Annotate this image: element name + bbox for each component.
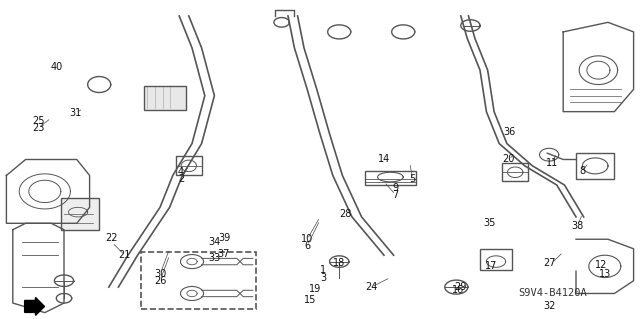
Text: 20: 20 (502, 154, 515, 165)
Text: 30: 30 (154, 269, 166, 279)
Text: 4: 4 (178, 167, 184, 177)
Text: 6: 6 (304, 241, 310, 251)
Text: 22: 22 (106, 233, 118, 243)
Text: 35: 35 (483, 218, 496, 228)
Bar (176, 156, 202, 175)
Text: 15: 15 (304, 295, 317, 305)
Text: 5: 5 (410, 174, 416, 184)
Text: 33: 33 (208, 253, 221, 263)
Text: 17: 17 (485, 261, 498, 271)
Text: 36: 36 (503, 127, 516, 137)
Text: 31: 31 (69, 108, 82, 118)
Bar (576, 153, 614, 179)
Text: 16: 16 (451, 285, 464, 295)
Text: 39: 39 (218, 233, 230, 243)
Text: 24: 24 (365, 282, 378, 292)
Text: 21: 21 (118, 250, 131, 260)
Text: 25: 25 (32, 116, 45, 126)
Text: 34: 34 (208, 237, 221, 248)
Text: 26: 26 (154, 276, 166, 286)
Bar (502, 164, 528, 181)
Text: 18: 18 (333, 258, 346, 268)
Text: 14: 14 (378, 154, 390, 165)
Text: 9: 9 (392, 183, 399, 193)
Text: 10: 10 (301, 234, 314, 244)
Bar (61, 198, 99, 230)
Text: 38: 38 (571, 221, 584, 232)
Text: Fr.: Fr. (26, 301, 38, 311)
Text: 32: 32 (543, 301, 556, 311)
Text: 29: 29 (454, 282, 467, 292)
Text: 1: 1 (320, 264, 326, 275)
Text: 28: 28 (339, 209, 352, 219)
Bar (480, 249, 512, 270)
Text: 7: 7 (392, 189, 399, 200)
Text: S9V4-B4120A: S9V4-B4120A (518, 288, 587, 299)
Text: 23: 23 (32, 122, 45, 133)
Text: 3: 3 (320, 272, 326, 283)
Text: 37: 37 (218, 249, 230, 259)
Text: 2: 2 (178, 174, 184, 184)
Text: 13: 13 (598, 269, 611, 279)
Text: 40: 40 (50, 62, 63, 72)
Text: 27: 27 (543, 258, 556, 268)
Text: 11: 11 (545, 158, 558, 168)
Text: 12: 12 (595, 260, 608, 270)
Text: 19: 19 (308, 284, 321, 294)
Bar (144, 86, 186, 110)
Text: 8: 8 (579, 166, 586, 176)
Bar (141, 252, 256, 309)
Bar (365, 171, 416, 185)
